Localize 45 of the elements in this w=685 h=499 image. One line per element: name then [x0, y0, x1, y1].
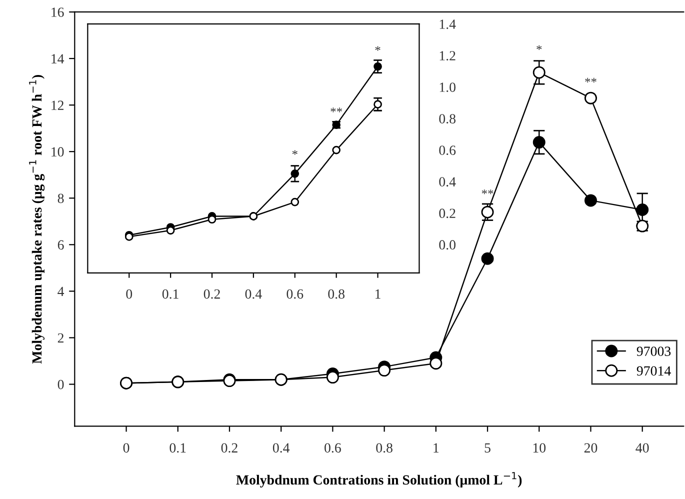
y-tick-label: 0.0	[439, 240, 456, 250]
y-tick-label: 1.0	[440, 82, 456, 92]
x-tick-label: 0.6	[286, 289, 304, 299]
y-tick-label: 0.8	[439, 114, 456, 124]
x-tick-label: 0.2	[221, 443, 238, 453]
y-tick-label: 14	[52, 54, 64, 64]
y-tick-label: 6	[58, 240, 64, 250]
x-tick-label: 0.2	[204, 289, 220, 299]
y-tick-label: 0.6	[439, 146, 456, 156]
y-axis-title: Molybdenum uptake rates (μg g$^{−1}$ root FW h$^{−1}$)	[29, 74, 45, 364]
x-tick-label: 5	[484, 443, 490, 453]
y-tick-label: 1.2	[440, 51, 456, 60]
annotation: **	[330, 108, 342, 112]
x-tick-label: 0	[126, 289, 132, 299]
legend-label: 97014	[636, 366, 671, 376]
y-tick-label: 16	[52, 8, 64, 17]
y-tick-label: 8	[58, 194, 64, 204]
annotation: *	[375, 46, 380, 51]
x-axis-title: Molybdnum Contrations in Solution (μmol L$^{−1}$)	[236, 472, 522, 488]
x-tick-label: 0.8	[376, 443, 392, 453]
x-tick-label: 40	[636, 443, 649, 453]
y-tick-label: 2	[58, 333, 64, 343]
y-tick-label: 0	[58, 380, 64, 390]
x-tick-label: 1	[376, 289, 380, 299]
x-tick-label: 10	[533, 443, 546, 453]
x-tick-label: 0	[123, 443, 130, 453]
y-tick-label: 0.4	[439, 177, 456, 187]
x-tick-label: 1	[434, 443, 439, 452]
x-tick-label: 0.1	[162, 289, 178, 299]
annotation: *	[536, 45, 542, 50]
annotation: **	[585, 78, 596, 82]
y-tick-label: 4	[58, 286, 64, 296]
annotation: *	[292, 150, 298, 155]
x-tick-label: 0.6	[324, 443, 341, 453]
x-tick-label: 20	[584, 443, 598, 453]
x-tick-label: 0.1	[170, 443, 186, 453]
annotation: **	[482, 190, 494, 194]
y-tick-label: 1.4	[440, 20, 456, 29]
y-tick-label: 10	[52, 147, 64, 157]
x-tick-label: 0.8	[328, 289, 344, 299]
y-tick-label: 12	[52, 100, 64, 110]
x-tick-label: 0.4	[245, 289, 262, 299]
y-tick-label: 0.2	[439, 208, 456, 218]
x-tick-label: 0.4	[272, 443, 290, 453]
legend-label: 97003	[636, 346, 671, 356]
